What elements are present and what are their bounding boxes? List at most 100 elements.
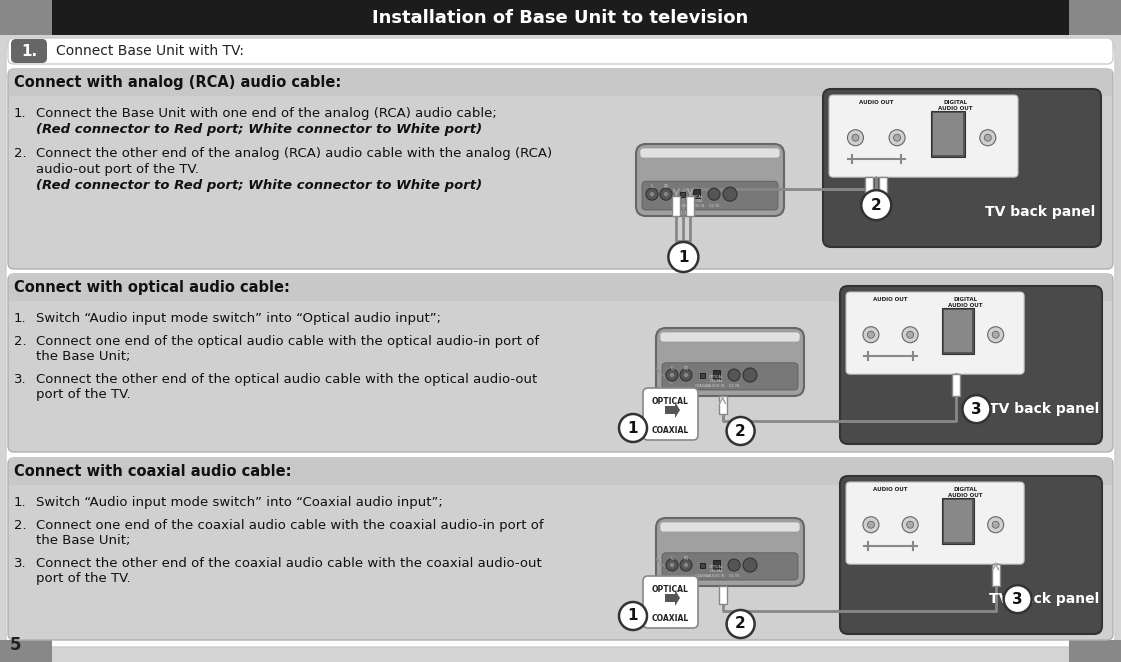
Text: 1.: 1.: [21, 44, 37, 58]
FancyBboxPatch shape: [663, 553, 798, 580]
Text: OPTICAL
DIGITAL
AUDIO IN: OPTICAL DIGITAL AUDIO IN: [708, 375, 724, 388]
Text: R: R: [684, 366, 688, 371]
FancyBboxPatch shape: [840, 476, 1102, 634]
Bar: [713, 370, 720, 379]
Text: 2.: 2.: [13, 335, 27, 348]
Text: TV back panel: TV back panel: [989, 592, 1100, 606]
Text: DIGITAL
AUDIO OUT: DIGITAL AUDIO OUT: [948, 487, 983, 498]
Text: (Red connector to Red port; White connector to White port): (Red connector to Red port; White connec…: [36, 179, 482, 192]
Circle shape: [649, 192, 655, 197]
Circle shape: [669, 563, 675, 567]
FancyBboxPatch shape: [846, 482, 1025, 564]
Text: the Base Unit;: the Base Unit;: [36, 534, 130, 547]
Text: COAXIAL: COAXIAL: [652, 614, 689, 623]
FancyBboxPatch shape: [8, 69, 1113, 269]
Circle shape: [664, 192, 668, 197]
Circle shape: [889, 130, 905, 146]
FancyBboxPatch shape: [660, 332, 800, 342]
FancyBboxPatch shape: [660, 522, 800, 532]
Bar: [700, 563, 704, 567]
Text: 3.: 3.: [13, 373, 27, 386]
Circle shape: [893, 134, 900, 141]
Text: Connect the Base Unit with one end of the analog (RCA) audio cable;: Connect the Base Unit with one end of th…: [36, 107, 497, 120]
Text: DC IN: DC IN: [729, 574, 739, 578]
Text: Installation of Base Unit to television: Installation of Base Unit to television: [372, 9, 748, 27]
FancyBboxPatch shape: [830, 95, 1018, 177]
Bar: [0, 640, 52, 662]
Circle shape: [728, 559, 740, 571]
Bar: [693, 189, 700, 198]
Text: TV back panel: TV back panel: [984, 205, 1095, 219]
FancyBboxPatch shape: [8, 38, 1113, 64]
Text: 1: 1: [678, 250, 688, 265]
Bar: [932, 111, 965, 157]
Text: (Red connector to Red port; White connector to White port): (Red connector to Red port; White connec…: [36, 123, 482, 136]
FancyBboxPatch shape: [6, 42, 1115, 647]
Text: AUDIO OUT: AUDIO OUT: [873, 487, 908, 492]
Bar: [865, 177, 873, 197]
Text: Connect one end of the coaxial audio cable with the coaxial audio-in port of: Connect one end of the coaxial audio cab…: [36, 519, 544, 532]
Circle shape: [852, 134, 859, 141]
Circle shape: [988, 517, 1003, 533]
Circle shape: [861, 190, 891, 220]
Text: 1.: 1.: [13, 312, 27, 325]
Circle shape: [963, 395, 991, 423]
Text: AUDIO OUT: AUDIO OUT: [859, 100, 893, 105]
FancyBboxPatch shape: [643, 576, 698, 628]
Circle shape: [660, 188, 671, 200]
Bar: [713, 560, 720, 569]
Circle shape: [726, 610, 754, 638]
Circle shape: [907, 331, 914, 338]
Text: Connect with analog (RCA) audio cable:: Connect with analog (RCA) audio cable:: [13, 75, 341, 89]
Text: OPTICAL: OPTICAL: [652, 585, 689, 594]
Text: Connect with optical audio cable:: Connect with optical audio cable:: [13, 279, 290, 295]
FancyBboxPatch shape: [642, 181, 778, 210]
Text: 1: 1: [628, 420, 638, 436]
Circle shape: [992, 521, 999, 528]
Bar: [944, 310, 972, 352]
Circle shape: [680, 559, 692, 571]
Text: Connect with coaxial audio cable:: Connect with coaxial audio cable:: [13, 463, 291, 479]
Bar: [1069, 640, 1121, 662]
Bar: [953, 374, 961, 396]
Text: COAXIAL: COAXIAL: [675, 204, 689, 208]
Text: AUDIO OUT: AUDIO OUT: [873, 297, 908, 302]
Text: L: L: [670, 366, 674, 371]
Text: 1: 1: [628, 608, 638, 624]
Circle shape: [868, 331, 874, 338]
Text: Connect the other end of the optical audio cable with the optical audio-out: Connect the other end of the optical aud…: [36, 373, 537, 386]
Bar: [9, 69, 1112, 96]
Circle shape: [743, 368, 757, 382]
Circle shape: [847, 130, 863, 146]
Bar: [1069, 0, 1121, 35]
Text: port of the TV.: port of the TV.: [36, 388, 131, 401]
Polygon shape: [665, 590, 680, 606]
Bar: [679, 192, 685, 197]
Bar: [700, 373, 704, 377]
Text: COAXIAL: COAXIAL: [694, 384, 710, 388]
Text: 3.: 3.: [13, 557, 27, 570]
FancyBboxPatch shape: [663, 363, 798, 390]
Text: OPTICAL
DIGITAL
AUDIO IN: OPTICAL DIGITAL AUDIO IN: [688, 195, 704, 208]
Circle shape: [708, 188, 720, 200]
FancyBboxPatch shape: [846, 292, 1025, 374]
Circle shape: [984, 134, 991, 141]
Text: 2: 2: [871, 198, 881, 213]
Circle shape: [863, 327, 879, 343]
Circle shape: [992, 331, 999, 338]
Text: R: R: [664, 184, 668, 189]
Text: TV back panel: TV back panel: [989, 402, 1100, 416]
FancyBboxPatch shape: [656, 328, 804, 396]
Text: COAXIAL: COAXIAL: [652, 426, 689, 435]
Circle shape: [666, 369, 678, 381]
Bar: [686, 196, 694, 216]
Text: 2.: 2.: [13, 519, 27, 532]
Circle shape: [1003, 585, 1031, 613]
Text: OPTICAL: OPTICAL: [652, 397, 689, 406]
Circle shape: [863, 517, 879, 533]
Circle shape: [728, 369, 740, 381]
Bar: [992, 564, 1000, 586]
Circle shape: [868, 521, 874, 528]
Circle shape: [619, 414, 647, 442]
Text: L: L: [650, 184, 654, 189]
